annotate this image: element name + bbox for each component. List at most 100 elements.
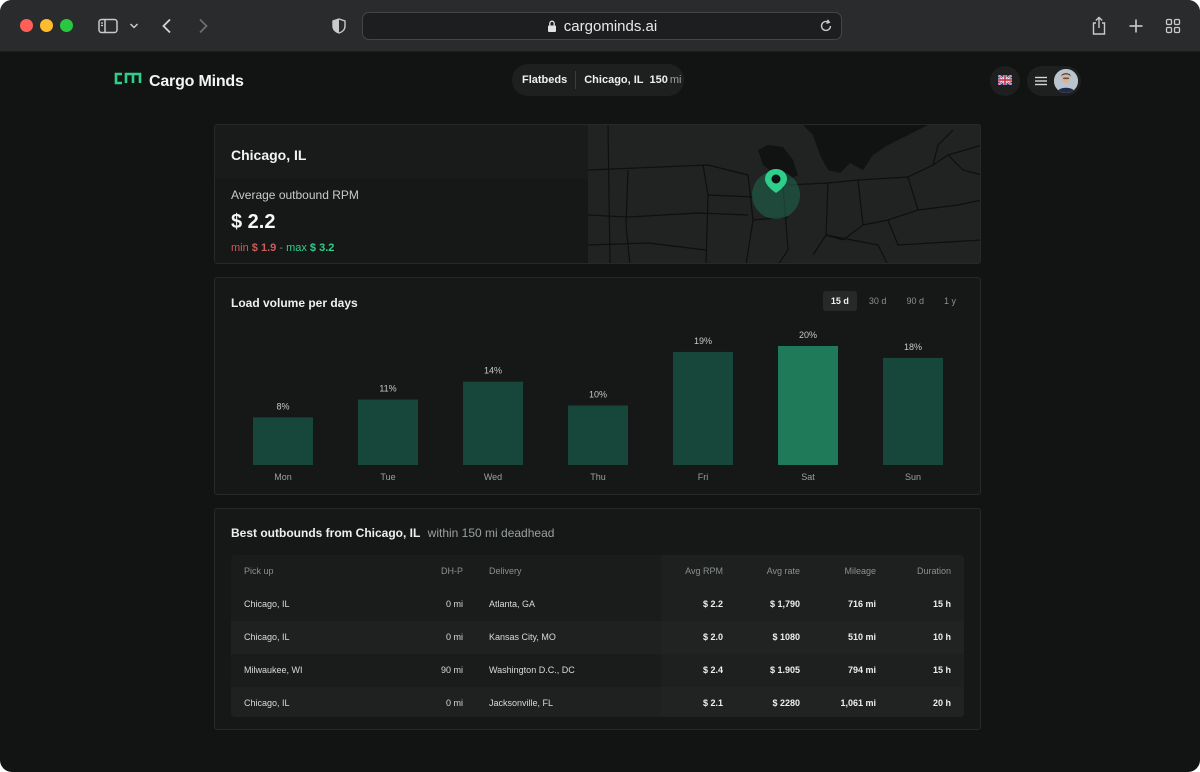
bar-value-label: 18% <box>904 342 922 352</box>
cell-delivery: Atlanta, GA <box>489 599 536 609</box>
bar-mon[interactable] <box>253 417 313 465</box>
column-header-delivery[interactable]: Delivery <box>489 566 522 576</box>
table-title-main: Best outbounds from Chicago, IL <box>231 526 421 540</box>
cell-delivery: Washington D.C., DC <box>489 665 575 675</box>
sidebar-toggle-icon[interactable] <box>96 14 120 38</box>
bar-sat[interactable] <box>778 346 838 465</box>
cell-avg-rpm: $ 2.1 <box>702 698 723 708</box>
column-header-avg-rate[interactable]: Avg rate <box>766 566 800 576</box>
cell-pickup: Chicago, IL <box>244 599 290 609</box>
pill-divider <box>575 71 577 89</box>
brand-name: Cargo Minds <box>149 72 244 90</box>
category-label: Mon <box>274 472 292 482</box>
map-graphic <box>587 125 980 263</box>
language-button[interactable] <box>990 66 1020 96</box>
column-header-duration[interactable]: Duration <box>916 566 951 576</box>
numeric-columns-background <box>661 588 964 621</box>
numeric-columns-background <box>661 621 964 654</box>
logo-mark-icon <box>113 70 143 93</box>
summary-city: Chicago, IL <box>231 147 307 163</box>
search-location[interactable]: Chicago, IL <box>584 74 644 86</box>
search-radius[interactable]: 150 <box>649 74 668 86</box>
category-label: Tue <box>380 472 395 482</box>
tab-overview-icon[interactable] <box>1161 14 1185 38</box>
chevron-down-icon[interactable] <box>122 14 146 38</box>
close-window-button[interactable] <box>20 19 33 32</box>
url-text: cargominds.ai <box>563 17 658 35</box>
search-radius-unit: mi <box>669 74 682 86</box>
range-tab-15d[interactable]: 15 d <box>822 291 857 311</box>
summary-header: Chicago, IL <box>215 125 588 179</box>
min-value: $ 1.9 <box>251 242 277 254</box>
forward-icon[interactable] <box>191 14 215 38</box>
user-avatar <box>1054 69 1078 93</box>
new-tab-icon[interactable] <box>1124 14 1148 38</box>
cell-duration: 15 h <box>932 665 951 675</box>
bar-value-label: 11% <box>379 384 396 394</box>
address-bar[interactable]: cargominds.ai <box>362 12 842 40</box>
bar-tue[interactable] <box>358 399 418 465</box>
zoom-window-button[interactable] <box>60 19 73 32</box>
bar-fri[interactable] <box>673 351 733 465</box>
location-map[interactable] <box>587 125 980 263</box>
equipment-type[interactable]: Flatbeds <box>522 74 568 86</box>
table-header-row: Pick up DH-P Delivery Avg RPM Avg rate M… <box>231 555 964 588</box>
cell-mileage: 510 mi <box>847 632 876 642</box>
bar-wed[interactable] <box>463 381 523 465</box>
load-volume-chart: 8% Mon 11% Tue 14% Wed 10% Thu 19% Fri 20% Sat 18% Su… <box>253 330 943 482</box>
table-row[interactable]: Chicago, IL 0 mi Kansas City, MO $ 2.0 $ 108… <box>231 621 964 654</box>
numeric-columns-background <box>661 687 964 717</box>
cell-delivery: Jacksonville, FL <box>489 698 554 708</box>
cell-pickup: Chicago, IL <box>244 632 290 642</box>
brand-logo[interactable]: Cargo Minds <box>113 70 244 93</box>
table-row[interactable]: Chicago, IL 0 mi Atlanta, GA $ 2.2 $ 1,790 71… <box>231 588 964 621</box>
category-label: Sat <box>801 472 815 482</box>
load-volume-card: Load volume per days 15 d 30 d 90 d 1 y … <box>214 277 981 495</box>
category-label: Fri <box>698 472 709 482</box>
bar-sun[interactable] <box>883 357 943 465</box>
cell-avg-rate: $ 2280 <box>772 698 800 708</box>
range-separator: - <box>279 242 283 254</box>
column-header-avg-rpm[interactable]: Avg RPM <box>685 566 723 576</box>
browser-toolbar: cargominds.ai <box>0 0 1200 52</box>
hamburger-menu-icon <box>1035 76 1047 86</box>
cell-mileage: 716 mi <box>847 599 876 609</box>
table-row[interactable]: Milwaukee, WI 90 mi Washington D.C., DC $ 2… <box>231 654 964 687</box>
cell-dhp: 0 mi <box>445 632 463 642</box>
account-menu-button[interactable] <box>1027 66 1081 96</box>
column-header-mileage[interactable]: Mileage <box>844 566 876 576</box>
cell-mileage: 1,061 mi <box>840 698 876 708</box>
search-summary-pill[interactable]: Flatbeds Chicago, IL 150 mi <box>512 64 684 96</box>
bar-value-label: 19% <box>694 336 712 346</box>
min-label: min <box>231 242 249 254</box>
range-tab-1y[interactable]: 1 y <box>943 296 956 306</box>
column-header-dhp[interactable]: DH-P <box>441 566 463 576</box>
privacy-shield-icon[interactable] <box>327 14 351 38</box>
cell-avg-rate: $ 1.905 <box>769 665 800 675</box>
uk-flag-icon <box>997 72 1013 90</box>
reload-icon[interactable] <box>817 17 835 35</box>
lock-icon <box>547 20 557 33</box>
bar-value-label: 8% <box>276 401 289 411</box>
chart-title: Load volume per days <box>231 296 358 310</box>
minimize-window-button[interactable] <box>40 19 53 32</box>
cell-delivery: Kansas City, MO <box>489 632 556 642</box>
table-row[interactable]: Chicago, IL 0 mi Jacksonville, FL $ 2.1 $ 22… <box>231 687 964 717</box>
back-icon[interactable] <box>155 14 179 38</box>
cell-dhp: 90 mi <box>440 665 463 675</box>
cell-pickup: Chicago, IL <box>244 698 290 708</box>
cell-avg-rpm: $ 2.4 <box>702 665 723 675</box>
range-tab-90d[interactable]: 90 d <box>906 296 924 306</box>
category-label: Sun <box>905 472 921 482</box>
share-icon[interactable] <box>1087 14 1111 38</box>
range-tab-30d[interactable]: 30 d <box>868 296 887 306</box>
column-header-pickup[interactable]: Pick up <box>244 566 274 576</box>
rpm-label: Average outbound RPM <box>231 188 359 202</box>
best-outbounds-card: Best outbounds from Chicago, IL within 1… <box>214 508 981 730</box>
bar-thu[interactable] <box>568 405 628 466</box>
cell-avg-rate: $ 1,790 <box>769 599 800 609</box>
numeric-columns-background <box>661 555 964 588</box>
cell-mileage: 794 mi <box>847 665 876 675</box>
location-pin-icon <box>765 169 787 193</box>
